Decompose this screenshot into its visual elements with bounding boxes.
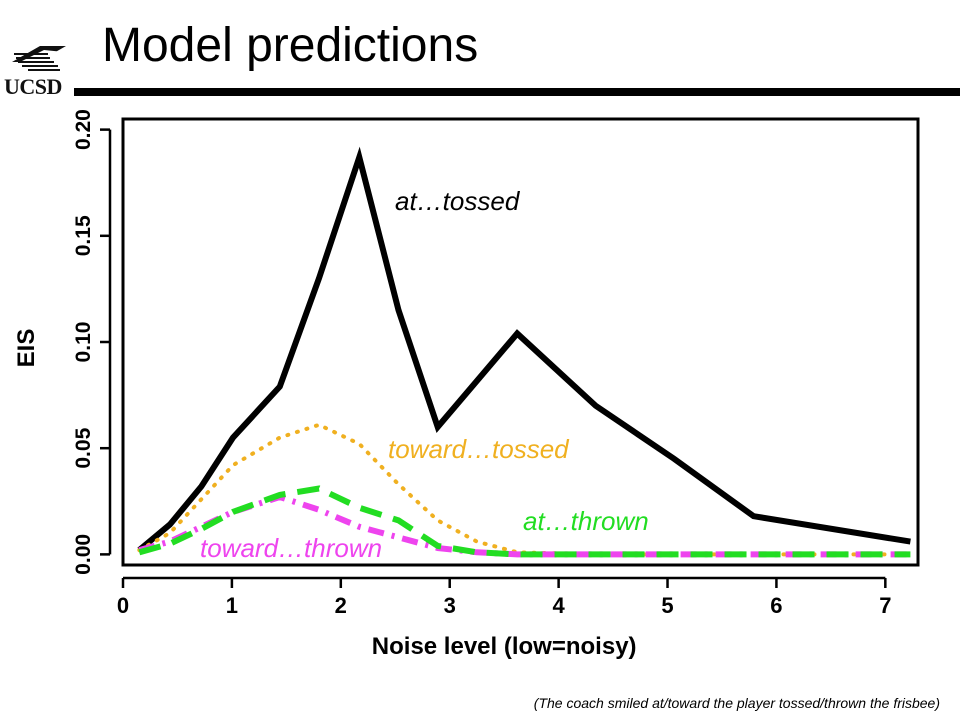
x-tick-label: 5 (661, 593, 673, 618)
slide-title: Model predictions (102, 19, 479, 72)
y-axis-label: EIS (13, 329, 40, 368)
x-axis-label: Noise level (low=noisy) (372, 633, 637, 660)
y-tick-label: 0.20 (72, 109, 95, 150)
series-label-3: at…thrown (523, 506, 649, 536)
x-tick-label: 1 (226, 593, 238, 618)
x-tick-label: 6 (770, 593, 782, 618)
y-tick-label: 0.05 (72, 427, 95, 468)
series-label-4: toward…thrown (200, 533, 382, 563)
line-chart: 0 1 2 3 4 5 6 7 Noise level (low=noisy) 0.00 0.05 0… (13, 109, 920, 660)
y-tick-label: 0.10 (72, 322, 95, 363)
x-tick-label: 2 (335, 593, 347, 618)
series-label-1: at…tossed (395, 186, 521, 216)
x-tick-label: 3 (444, 593, 456, 618)
series-line-3 (138, 485, 911, 558)
series-line-1 (137, 146, 911, 553)
plot-frame (121, 117, 920, 567)
footnote: (The coach smiled at/toward the player t… (533, 695, 940, 711)
ucsd-logo-mark (12, 46, 66, 71)
y-tick-label: 0.00 (72, 534, 95, 575)
y-tick-label: 0.15 (72, 215, 95, 256)
ucsd-logo-text: UCSD (4, 74, 62, 99)
x-tick-label: 0 (117, 593, 129, 618)
x-tick-label: 7 (879, 593, 891, 618)
x-tick-label: 4 (552, 593, 565, 618)
series-label-2: toward…tossed (388, 434, 570, 464)
title-rule (74, 88, 960, 96)
ucsd-logo: UCSD (4, 38, 74, 100)
